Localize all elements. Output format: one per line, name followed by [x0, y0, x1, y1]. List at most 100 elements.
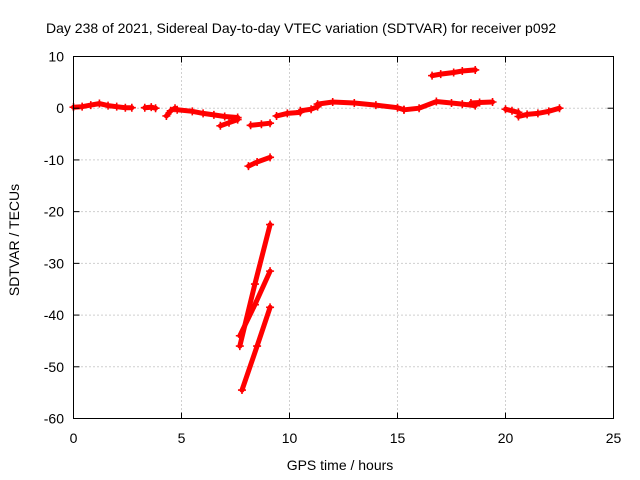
series-path	[315, 99, 407, 113]
data-point	[283, 109, 292, 118]
data-point	[104, 101, 113, 110]
series-arc-15	[466, 98, 497, 108]
y-axis-label: SDTVAR / TECUs	[6, 184, 22, 296]
data-point	[415, 104, 424, 113]
data-point	[173, 105, 182, 114]
data-point	[266, 153, 275, 162]
data-point	[307, 105, 316, 114]
data-series	[69, 65, 564, 395]
data-point	[266, 303, 275, 312]
series-arc-07	[244, 153, 275, 171]
data-point	[244, 162, 253, 171]
data-point	[466, 99, 475, 108]
data-point	[514, 112, 523, 121]
data-point	[188, 107, 197, 116]
x-tick-label: 15	[390, 430, 406, 446]
data-point	[235, 331, 244, 340]
y-tick-label: -60	[44, 411, 64, 427]
series-arc-17	[501, 105, 523, 117]
data-point	[233, 115, 242, 124]
data-point	[166, 106, 175, 115]
x-tick-label: 25	[606, 430, 622, 446]
series-arc-02	[140, 103, 160, 113]
data-point	[471, 65, 480, 74]
x-tick-label: 0	[70, 430, 78, 446]
data-point	[253, 157, 262, 166]
data-point	[86, 101, 95, 110]
data-point	[350, 99, 359, 108]
data-point	[313, 100, 322, 109]
data-point	[112, 102, 121, 111]
data-point	[328, 98, 337, 107]
data-point	[250, 300, 259, 309]
data-point	[475, 98, 484, 107]
grid	[73, 56, 614, 419]
data-point	[237, 386, 246, 395]
data-point	[555, 104, 564, 113]
data-point	[544, 107, 553, 116]
data-point	[225, 118, 234, 127]
data-point	[272, 111, 281, 120]
data-point	[78, 102, 87, 111]
y-tick-label: -50	[44, 359, 64, 375]
series-arc-10	[237, 303, 275, 395]
series-arc-01	[69, 99, 136, 112]
data-point	[458, 100, 467, 109]
series-arc-14	[399, 97, 480, 114]
data-point	[95, 99, 104, 108]
series-path	[516, 105, 562, 119]
y-tick-label: -10	[44, 152, 64, 168]
plot-frame	[73, 56, 614, 419]
series-arc-09	[235, 267, 275, 340]
data-point	[209, 110, 218, 119]
data-point	[371, 101, 380, 110]
data-point	[447, 99, 456, 108]
data-point	[220, 112, 229, 121]
data-point	[523, 110, 532, 119]
x-tick-label: 10	[282, 430, 298, 446]
data-point	[235, 342, 244, 351]
data-point	[162, 111, 171, 120]
data-point	[432, 97, 441, 106]
x-axis-label: GPS time / hours	[287, 457, 394, 473]
y-tick-label: 0	[56, 100, 64, 116]
data-point	[216, 121, 225, 130]
y-tick-label: 10	[48, 49, 64, 65]
data-point	[246, 121, 255, 130]
data-point	[266, 119, 275, 128]
data-point	[250, 280, 259, 289]
x-tick-label: 20	[498, 430, 514, 446]
data-point	[296, 106, 305, 115]
data-point	[428, 71, 437, 80]
data-point	[266, 220, 275, 229]
data-point	[507, 106, 516, 115]
series-arc-18	[514, 104, 564, 121]
data-point	[501, 105, 510, 114]
series-arc-06	[246, 119, 275, 130]
data-point	[199, 109, 208, 118]
data-point	[253, 342, 262, 351]
y-tick-label: -30	[44, 255, 64, 271]
series-arc-16	[428, 65, 480, 80]
data-point	[488, 98, 497, 107]
chart-title: Day 238 of 2021, Sidereal Day-to-day VTE…	[46, 20, 556, 36]
data-point	[147, 103, 156, 112]
data-point	[127, 103, 136, 112]
series-path	[401, 98, 478, 113]
series-arc-05	[216, 115, 242, 130]
data-point	[151, 104, 160, 113]
data-point	[458, 66, 467, 75]
series-arc-13	[313, 98, 408, 114]
data-point	[266, 267, 275, 276]
data-point	[393, 103, 402, 112]
data-point	[399, 105, 408, 114]
data-point	[449, 68, 458, 77]
axis-ticks: 0 5 10 15 20 25 10 0 -10 -20 -30 -40 -50 -60	[44, 49, 622, 447]
series-arc-04	[173, 105, 242, 122]
data-point	[257, 120, 266, 129]
x-tick-label: 5	[178, 430, 186, 446]
y-tick-label: -40	[44, 307, 64, 323]
data-point	[436, 70, 445, 79]
data-point	[533, 109, 542, 118]
